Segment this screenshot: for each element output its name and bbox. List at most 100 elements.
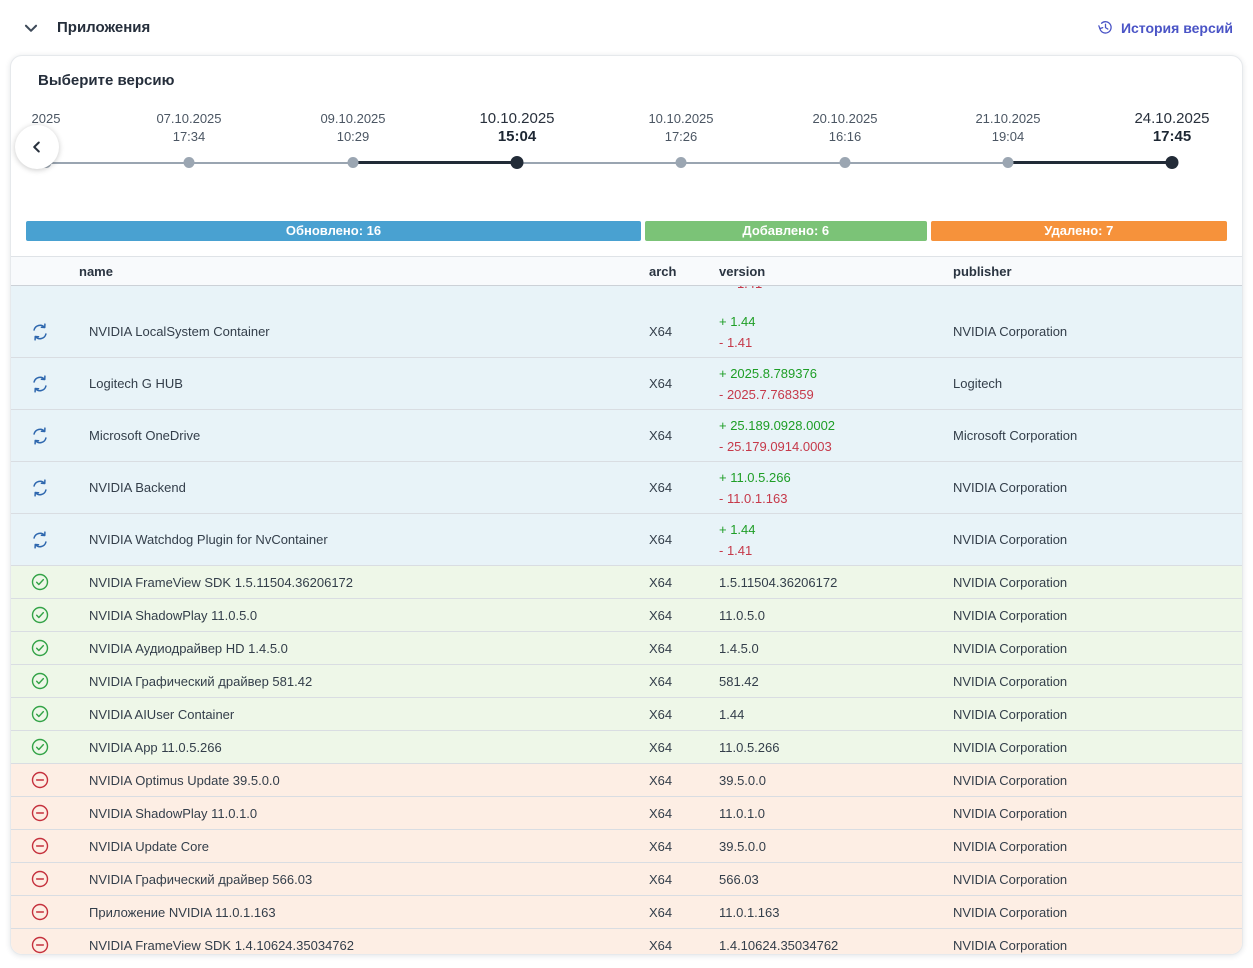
timeline-dot[interactable]: [510, 156, 524, 169]
app-arch: X64: [649, 739, 673, 755]
app-publisher: NVIDIA Corporation: [953, 871, 1068, 887]
app-arch: X64: [649, 574, 673, 590]
timeline-item[interactable]: 20.10.2025 16:16: [780, 110, 910, 146]
app-version: 11.0.5.0: [719, 607, 766, 623]
app-name: NVIDIA Backend: [89, 480, 186, 495]
app-version-new: + 25.189.0928.0002: [719, 417, 836, 433]
app-version: 1.44: [719, 706, 745, 722]
table-row: NVIDIA Графический драйвер 581.42 X64 581.…: [11, 665, 1242, 698]
app-arch: X64: [649, 838, 673, 854]
app-arch: X64: [649, 673, 673, 689]
column-header-version: version: [719, 263, 766, 279]
table-row: NVIDIA ShadowPlay 11.0.5.0 X64 11.0.5.0 NVI…: [11, 599, 1242, 632]
timeline-date: 10.10.2025: [648, 111, 714, 126]
page-header: Приложения История версий: [0, 0, 1253, 41]
updated-icon: [30, 478, 50, 498]
timeline-track[interactable]: [46, 162, 1172, 164]
table-row: NVIDIA AIUser Container X64 1.44 NVIDIA Cor…: [11, 698, 1242, 731]
app-name: NVIDIA Графический драйвер 566.03: [89, 871, 313, 887]
timeline-time: 15:04: [497, 128, 537, 145]
app-publisher: Microsoft Corporation: [953, 428, 1078, 443]
app-name: NVIDIA FrameView SDK 1.4.10624.35034762: [89, 937, 354, 953]
timeline-dot[interactable]: [183, 157, 195, 168]
table-row: Microsoft OneDrive X64 + 25.189.0928.0002 -…: [11, 410, 1242, 462]
timeline-dot[interactable]: [1165, 156, 1179, 169]
app-publisher: NVIDIA Corporation: [953, 772, 1068, 788]
table-row: NVIDIA FrameView SDK 1.4.10624.35034762 X…: [11, 929, 1242, 954]
page-title: Приложения: [57, 19, 151, 36]
app-publisher: NVIDIA Corporation: [953, 480, 1068, 495]
app-arch: X64: [649, 772, 673, 788]
column-header-publisher: publisher: [953, 263, 1012, 279]
app-name: Logitech G HUB: [89, 376, 183, 391]
timeline-time: 17:34: [172, 129, 206, 144]
table-row: NVIDIA Update Core X64 39.5.0.0 NVIDIA Corp…: [11, 830, 1242, 863]
removed-icon: [30, 869, 50, 889]
column-header-name: name: [79, 263, 113, 279]
chevron-left-icon: [29, 139, 45, 155]
app-arch: X64: [649, 324, 673, 339]
app-version: 581.42: [719, 673, 759, 689]
timeline-item[interactable]: 07.10.2025 17:34: [124, 110, 254, 146]
timeline-dot[interactable]: [675, 157, 687, 168]
history-icon: [1097, 19, 1114, 36]
summary-bar-updated: Обновлено: 16: [26, 221, 641, 241]
updated-icon: [30, 426, 50, 446]
app-name: NVIDIA ShadowPlay 11.0.1.0: [89, 805, 258, 821]
added-icon: [30, 704, 50, 724]
app-arch: X64: [649, 428, 673, 443]
table-row: NVIDIA App 11.0.5.266 X64 11.0.5.266 NVIDIA…: [11, 731, 1242, 764]
app-name: NVIDIA AIUser Container: [89, 706, 235, 722]
timeline-item[interactable]: 10.10.2025 15:04: [452, 110, 582, 146]
table-row: NVIDIA Аудиодрайвер HD 1.4.5.0 X64 1.4.5.0…: [11, 632, 1242, 665]
app-arch: X64: [649, 937, 673, 953]
app-name: NVIDIA Update Core: [89, 838, 209, 854]
app-version: 1.4.10624.35034762: [719, 937, 839, 953]
timeline-date: 09.10.2025: [320, 111, 386, 126]
app-publisher: NVIDIA Corporation: [953, 805, 1068, 821]
timeline-selected-segment: [1008, 161, 1172, 164]
history-link[interactable]: История версий: [1097, 19, 1233, 36]
timeline-dot[interactable]: [347, 157, 359, 168]
version-picker-card: Выберите версию 2025 07.10.2025 17:34 09.10…: [10, 55, 1243, 955]
removed-icon: [30, 902, 50, 922]
collapse-section-button[interactable]: [22, 19, 40, 37]
summary-bars: Обновлено: 16 Добавлено: 6 Удалено: 7: [26, 221, 1227, 241]
app-name: NVIDIA App 11.0.5.266: [89, 739, 222, 755]
table-header: name arch version publisher: [11, 256, 1242, 286]
table-row: NVIDIA LocalSystem Container X64 + 1.44 - 1…: [11, 306, 1242, 358]
timeline-item[interactable]: 21.10.2025 19:04: [943, 110, 1073, 146]
app-version: 39.5.0.0: [719, 772, 766, 788]
app-version: 39.5.0.0: [719, 838, 766, 854]
app-publisher: NVIDIA Corporation: [953, 607, 1068, 623]
app-version: 566.03: [719, 871, 759, 887]
app-arch: X64: [649, 532, 673, 547]
timeline-prev-button[interactable]: [15, 125, 59, 169]
removed-icon: [30, 836, 50, 856]
version-picker-title: Выберите версию: [38, 72, 175, 89]
timeline-time: 17:45: [1152, 128, 1192, 145]
timeline-item[interactable]: 09.10.2025 10:29: [288, 110, 418, 146]
table-row: Logitech G HUB X64 + 2025.8.789376 - 2025.7…: [11, 358, 1242, 410]
timeline-selected-segment: [353, 161, 517, 164]
app-version: 11.0.5.266: [719, 739, 780, 755]
app-name: NVIDIA ShadowPlay 11.0.5.0: [89, 607, 258, 623]
table-row: NVIDIA Watchdog Plugin for NvContainer X6…: [11, 514, 1242, 566]
timeline-dot[interactable]: [1002, 157, 1014, 168]
timeline-date: 10.10.2025: [479, 110, 555, 127]
timeline: 2025 07.10.2025 17:34 09.10.2025 10:29 10.10.…: [11, 90, 1242, 182]
updated-icon: [30, 374, 50, 394]
timeline-item[interactable]: 10.10.2025 17:26: [616, 110, 746, 146]
timeline-item[interactable]: 2025: [11, 110, 111, 146]
app-name: NVIDIA FrameView SDK 1.5.11504.36206172: [89, 574, 354, 590]
updated-icon: [30, 530, 50, 550]
timeline-dot[interactable]: [839, 157, 851, 168]
app-publisher: NVIDIA Corporation: [953, 640, 1068, 656]
removed-icon: [30, 770, 50, 790]
app-version: + 2025.8.789376 - 2025.7.768359: [709, 363, 943, 405]
app-arch: X64: [649, 607, 673, 623]
timeline-date: 24.10.2025: [1134, 110, 1210, 127]
app-version-old-fragment: - 1.41: [729, 286, 762, 292]
timeline-item[interactable]: 24.10.2025 17:45: [1107, 110, 1237, 146]
app-version: + 11.0.5.266 - 11.0.1.163: [709, 467, 943, 509]
